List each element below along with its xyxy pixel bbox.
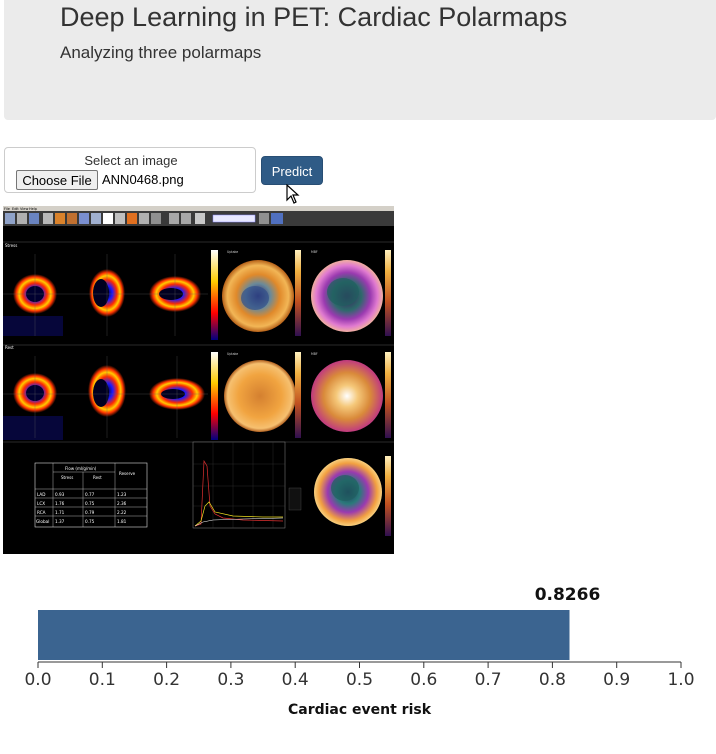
- flow-table-row-reserve: 1.23: [117, 492, 127, 497]
- flow-table-row-rest: 0.79: [85, 510, 95, 515]
- stress-mbf-header: MBF: [311, 250, 318, 254]
- flow-table-row-rest: 0.77: [85, 492, 95, 497]
- stress-uptake-header: Uptake: [227, 250, 238, 254]
- flow-table-row-rest: 0.75: [85, 519, 95, 524]
- pet-toolbar-icons: [5, 213, 283, 224]
- selected-file-name: ANN0468.png: [102, 172, 184, 187]
- flow-table-group-header: Flow (ml/g/min): [65, 466, 97, 471]
- flow-table-row-region: Global: [36, 519, 49, 524]
- flow-table-rest-header: Rest: [93, 475, 102, 480]
- flow-table-row-region: LCX: [37, 501, 45, 506]
- flow-table-row-region: LAD: [37, 492, 46, 497]
- header-panel: Deep Learning in PET: Cardiac Polarmaps …: [4, 0, 716, 120]
- flow-table-row-stress: 0.93: [55, 492, 65, 497]
- flow-table: Flow (ml/g/min) Reserve Stress Rest LAD …: [34, 462, 148, 528]
- mouse-cursor-icon: [286, 184, 300, 204]
- risk-chart: 0.8266 0.0 0.1 0.2 0.3 0.4 0.5 0.6 0.7 0.8 0.9 1.0 C…: [24, 585, 694, 718]
- x-tick-label: 0.2: [153, 670, 180, 690]
- x-tick-label: 0.1: [89, 670, 116, 690]
- flow-table-row-stress: 1.76: [55, 501, 65, 506]
- x-tick-label: 0.9: [603, 670, 630, 690]
- pet-rest-label: Rest: [5, 345, 14, 350]
- file-upload-box: Select an image Choose File ANN0468.png: [4, 147, 256, 193]
- x-tick-label: 0.7: [475, 670, 502, 690]
- risk-value-label: 0.8266: [535, 585, 601, 605]
- stress-colorbar: [211, 250, 218, 340]
- predict-button[interactable]: Predict: [261, 156, 323, 185]
- uploaded-polarmap-image: File Edit View Help: [3, 206, 394, 554]
- choose-file-button[interactable]: Choose File: [16, 170, 98, 190]
- flow-table-reserve-header: Reserve: [119, 471, 136, 476]
- rest-mbf-header: MBF: [311, 352, 318, 356]
- rest-uptake-polarmap: [224, 360, 296, 432]
- x-tick-label: 0.4: [282, 670, 309, 690]
- flow-table-row-region: RCA: [37, 510, 46, 515]
- x-tick-label: 0.6: [410, 670, 437, 690]
- flow-table-row-rest: 0.75: [85, 501, 95, 506]
- x-tick-label: 0.8: [539, 670, 566, 690]
- page-title: Deep Learning in PET: Cardiac Polarmaps: [60, 2, 568, 32]
- file-upload-label: Select an image: [84, 153, 178, 168]
- page-subtitle: Analyzing three polarmaps: [60, 43, 262, 62]
- pet-stress-label: Stress: [5, 243, 17, 248]
- stress-slices: [3, 254, 208, 336]
- flow-table-row-reserve: 2.22: [117, 510, 127, 515]
- x-axis-label: Cardiac event risk: [288, 702, 432, 718]
- flow-table-row-stress: 1.71: [55, 510, 65, 515]
- pet-menu-view: View: [20, 207, 28, 211]
- rest-uptake-header: Uptake: [227, 352, 238, 356]
- rest-slices: [3, 356, 208, 440]
- pet-menu-help: Help: [29, 207, 38, 211]
- flow-table-row-reserve: 1.81: [117, 519, 127, 524]
- x-tick-label: 0.0: [24, 670, 51, 690]
- flow-table-row-reserve: 2.36: [117, 501, 127, 506]
- pet-menu-file: File: [4, 207, 10, 211]
- risk-bar: [38, 610, 570, 660]
- x-tick-label: 1.0: [667, 670, 694, 690]
- flow-table-row-stress: 1.37: [55, 519, 65, 524]
- x-tick-label: 0.3: [217, 670, 244, 690]
- time-activity-plot: [192, 441, 302, 529]
- x-tick-label: 0.5: [346, 670, 373, 690]
- rest-mbf-polarmap: [311, 360, 383, 432]
- pet-menu-edit: Edit: [12, 207, 19, 211]
- flow-table-stress-header: Stress: [61, 475, 73, 480]
